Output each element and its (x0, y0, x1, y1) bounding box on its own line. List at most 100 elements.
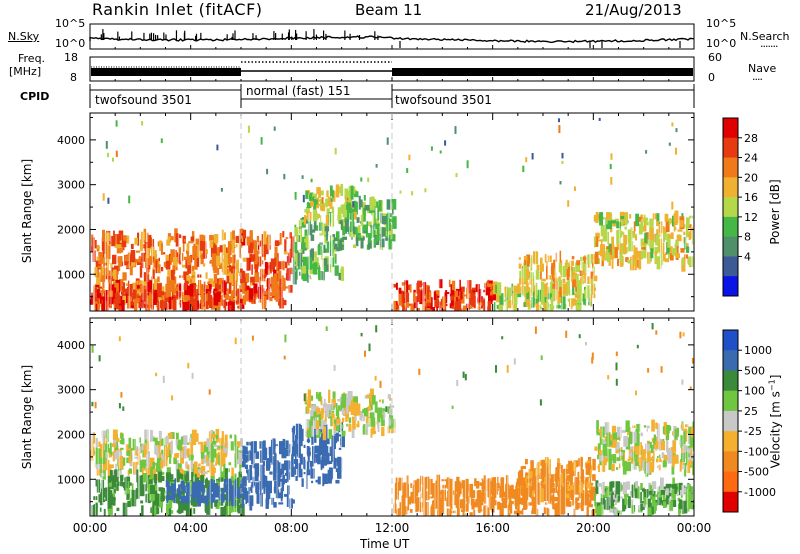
power-cell (427, 291, 432, 303)
power-cell (333, 190, 336, 202)
beam-title: Beam 11 (355, 1, 423, 19)
velocity-cell (171, 395, 174, 401)
velocity-cell (689, 435, 694, 448)
velocity-cell (268, 446, 272, 455)
velocity-cell (541, 470, 545, 483)
power-cell (147, 234, 152, 249)
power-cell (209, 260, 214, 264)
power-cell (516, 293, 522, 298)
velocity-cell (248, 495, 254, 506)
power-cell (193, 284, 197, 297)
power-cell (634, 259, 637, 271)
velocity-cell (579, 480, 584, 485)
velocity-cell (281, 479, 284, 492)
velocity-cell (341, 424, 344, 429)
velocity-cell (505, 475, 509, 486)
velocity-cell (561, 501, 565, 511)
velocity-cell (144, 429, 149, 440)
power-cell (254, 294, 256, 304)
power-cell (608, 243, 612, 253)
velocity-cell (91, 447, 95, 456)
velocity-cell (208, 457, 211, 468)
velocity-cell (670, 488, 672, 495)
velocity-cell (418, 368, 421, 375)
power-cell (152, 268, 155, 280)
velocity-cell (623, 436, 629, 447)
velocity-cell (664, 461, 667, 467)
power-cell (199, 240, 204, 251)
velocity-cell (632, 431, 637, 444)
power-cell (325, 198, 330, 206)
velocity-cell (229, 501, 233, 513)
power-cell (511, 290, 514, 294)
date-title: 21/Aug/2013 (585, 1, 682, 19)
velocity-cell (608, 454, 613, 461)
velocity-cell (506, 365, 509, 373)
velocity-cell (306, 446, 310, 455)
velocity-cell (676, 491, 679, 496)
power-cell (375, 164, 378, 168)
velocity-cell (435, 481, 439, 488)
power-cell (581, 275, 585, 279)
power-cell (96, 246, 101, 249)
power-cell (524, 260, 527, 266)
velocity-colorbar-swatch (723, 491, 738, 513)
power-cell (657, 243, 661, 253)
power-cell (658, 221, 662, 225)
power-cell (493, 302, 496, 311)
velocity-cell (647, 507, 652, 516)
velocity-cell (425, 491, 430, 500)
power-cell (512, 303, 518, 311)
velocity-cell (219, 438, 223, 444)
velocity-cell (184, 474, 189, 481)
velocity-cell (126, 476, 129, 481)
velocity-cell (191, 372, 194, 379)
power-cell (427, 286, 429, 300)
power-cell (610, 177, 613, 185)
velocity-cell (629, 435, 633, 444)
velocity-cell (167, 506, 172, 516)
velocity-cell (224, 435, 228, 449)
power-heatmap (90, 117, 694, 311)
velocity-cell (524, 484, 527, 488)
power-cell (312, 193, 318, 198)
noise-tick-left-high: 10^5 (55, 17, 86, 30)
power-cell (622, 232, 625, 235)
power-cell (561, 266, 566, 278)
velocity-cell (636, 423, 641, 432)
velocity-cell (600, 426, 605, 438)
power-cell (206, 284, 209, 289)
power-cell (285, 286, 290, 289)
power-cell (271, 283, 274, 293)
power-cell (106, 245, 109, 256)
power-cell (308, 277, 312, 280)
power-cell (619, 253, 623, 263)
power-cell (587, 262, 591, 268)
power-cell (370, 227, 375, 230)
power-cell (241, 235, 244, 242)
power-cell (623, 234, 628, 245)
velocity-cell (387, 406, 391, 414)
velocity-cell (568, 474, 572, 482)
power-cell (340, 268, 344, 281)
velocity-cell (291, 427, 294, 433)
velocity-cell (238, 471, 242, 483)
velocity-cell (391, 418, 396, 428)
velocity-cell (128, 468, 132, 474)
velocity-cell (532, 501, 535, 513)
power-cell (187, 265, 192, 274)
velocity-cell (149, 457, 155, 467)
velocity-cell (456, 379, 459, 387)
power-cell (390, 213, 393, 218)
velocity-cell (681, 439, 684, 450)
velocity-cell (262, 475, 266, 487)
power-cell (460, 287, 463, 300)
power-cell (601, 258, 604, 267)
velocity-cell (118, 336, 121, 342)
power-cell (205, 294, 208, 302)
velocity-cell (682, 332, 685, 337)
velocity-cell (220, 450, 223, 464)
power-cell (246, 285, 250, 290)
velocity-cell (366, 394, 371, 398)
velocity-cell (231, 467, 235, 480)
